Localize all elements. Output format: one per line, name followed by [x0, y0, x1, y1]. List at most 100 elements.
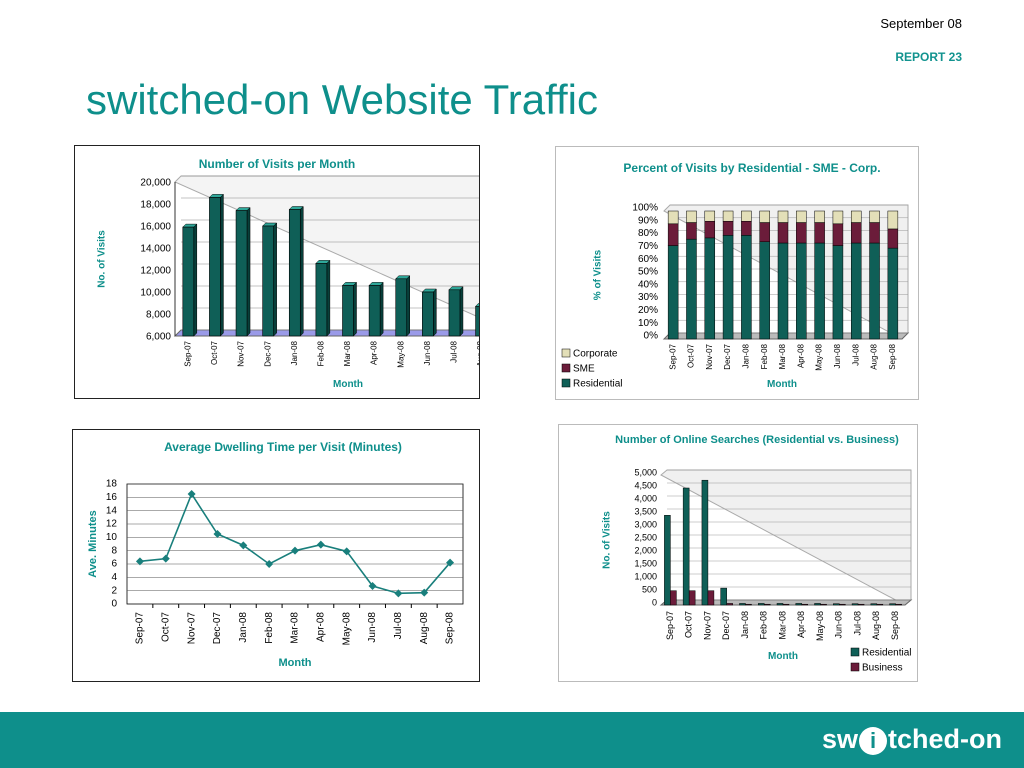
stacked-bar-segment [850, 242, 862, 340]
stacked-bar-segment [777, 242, 789, 340]
bar-side [459, 286, 464, 337]
x-tick-label: Sep-07 [665, 611, 675, 640]
x-axis-label: Month [279, 657, 312, 669]
bar-side [406, 275, 410, 337]
stacked-bar-segment [704, 237, 716, 340]
stacked-bar-segment [814, 242, 825, 340]
stacked-bar-segment [796, 222, 807, 244]
bar-side [353, 281, 357, 337]
bar [720, 587, 727, 606]
bar [448, 289, 461, 337]
bar [820, 603, 827, 606]
y-tick-label: 12,000 [140, 266, 171, 277]
bar [342, 285, 354, 337]
x-tick-label: Feb-08 [264, 612, 275, 644]
percent-visits-panel: Percent of Visits by Residential - SME -… [555, 146, 919, 400]
y-tick-label: 1,500 [634, 558, 657, 568]
legend-label: SME [573, 364, 595, 375]
x-tick-label: Nov-07 [702, 611, 712, 640]
bar [851, 603, 859, 606]
x-tick-label: Jun-08 [423, 340, 432, 365]
y-tick-label: 8 [111, 545, 117, 556]
x-tick-label: Jul-08 [450, 340, 459, 362]
stacked-bar-segment [869, 242, 880, 340]
y-axis-label: No. of Visits [602, 511, 613, 569]
x-tick-label: Jul-08 [851, 343, 860, 365]
bar [870, 603, 878, 606]
data-point [394, 589, 403, 598]
chart-title: Number of Visits per Month [199, 157, 355, 171]
y-tick-label: 20% [638, 305, 658, 316]
online-searches-chart: Number of Online Searches (Residential v… [602, 434, 913, 674]
x-tick-label: Jan-08 [238, 612, 249, 643]
data-point [161, 554, 170, 563]
stacked-bar-segment [869, 222, 880, 244]
x-tick-label: Dec-07 [263, 340, 272, 366]
stacked-bar-segment [887, 228, 899, 249]
dwelling-time-panel: Average Dwelling Time per Visit (Minutes… [72, 429, 480, 682]
y-tick-label: 14,000 [140, 244, 171, 255]
x-tick-label: Aug-08 [870, 343, 879, 369]
y-tick-label: 14 [106, 505, 118, 516]
data-point [368, 582, 377, 590]
bar-side [326, 259, 331, 337]
x-tick-label: Dec-07 [721, 611, 731, 640]
stacked-bar-segment [686, 222, 697, 240]
bar [895, 603, 902, 606]
visits-per-month-panel: Number of Visits per Month 6,000 8,000 10,0… [74, 145, 480, 399]
stacked-bar-segment [869, 210, 880, 223]
bar-side [433, 288, 437, 337]
stacked-bar-segment [832, 223, 844, 246]
bar [422, 291, 434, 337]
bar [801, 603, 809, 606]
legend-label: Business [862, 663, 903, 674]
y-tick-label: 10,000 [140, 288, 171, 299]
stacked-bar-segment [741, 235, 752, 340]
stacked-bar-segment [704, 220, 716, 239]
stacked-bar-segment [741, 220, 752, 236]
bar-top [474, 303, 479, 307]
stacked-bar-segment [667, 223, 679, 246]
legend-label: Residential [573, 379, 622, 390]
y-axis-label: No. of Visits [97, 230, 108, 288]
stacked-bar-segment [832, 210, 844, 225]
y-tick-label: 3,500 [634, 506, 657, 516]
bar-side [246, 206, 251, 337]
dwelling-time-chart: Average Dwelling Time per Visit (Minutes… [87, 440, 464, 669]
y-tick-label: 18,000 [140, 200, 171, 211]
bar-side [193, 223, 198, 337]
x-tick-label: Sep-07 [183, 340, 192, 366]
bar [182, 226, 195, 337]
bar [701, 479, 709, 606]
report-number: REPORT 23 [895, 50, 962, 64]
y-tick-label: 80% [638, 228, 658, 239]
x-tick-label: Mar-08 [343, 340, 352, 366]
data-point [291, 546, 299, 555]
y-tick-label: 30% [638, 292, 658, 303]
x-tick-label: May-08 [341, 612, 352, 646]
x-tick-label: Sep-08 [890, 611, 900, 640]
y-tick-label: 10% [638, 318, 658, 329]
bar [682, 487, 690, 606]
x-axis-label: Month [767, 379, 797, 390]
bar [209, 197, 221, 337]
x-tick-label: Nov-07 [237, 340, 246, 366]
legend-swatch [561, 363, 571, 373]
bar [395, 278, 408, 337]
bar [707, 590, 715, 606]
y-tick-label: 12 [106, 519, 118, 530]
plot-area [126, 483, 464, 605]
data-point [420, 588, 429, 597]
x-tick-label: Nov-07 [705, 343, 714, 369]
y-axis-label: Ave. Minutes [87, 510, 99, 577]
x-tick-label: May-08 [396, 340, 405, 367]
y-tick-label: 6,000 [146, 332, 171, 343]
y-tick-label: 70% [638, 241, 658, 252]
bar-side [273, 222, 277, 337]
x-tick-label: Oct-07 [684, 611, 694, 638]
y-tick-label: 60% [638, 254, 658, 265]
y-tick-label: 4 [111, 572, 117, 583]
y-tick-label: 40% [638, 279, 658, 290]
bar [839, 603, 846, 606]
bar-side [300, 205, 304, 337]
